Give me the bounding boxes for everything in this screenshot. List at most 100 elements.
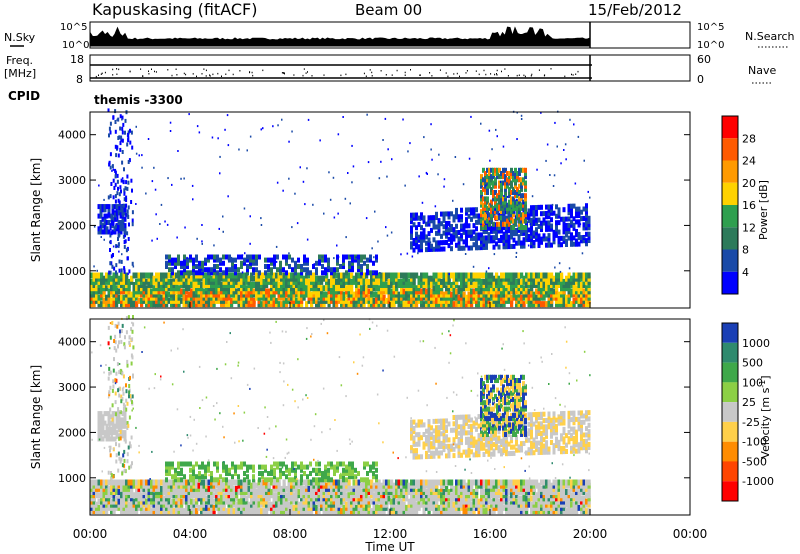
heatmap-cell	[537, 204, 541, 210]
heatmap-cell	[575, 291, 579, 298]
heatmap-cell	[107, 498, 111, 505]
heatmap-cell	[337, 482, 341, 489]
heatmap-cell	[97, 508, 101, 515]
nave-dot	[212, 73, 214, 76]
heatmap-cell	[272, 288, 276, 295]
heatmap-cell	[287, 288, 291, 295]
heatmap-cell	[417, 215, 421, 221]
heatmap-cell	[467, 489, 471, 495]
heatmap-cell	[155, 504, 159, 511]
heatmap-cell	[147, 482, 151, 489]
heatmap-cell	[262, 282, 266, 288]
heatmap-cell	[290, 294, 294, 301]
heatmap-cell	[387, 485, 391, 492]
heatmap-cell	[370, 272, 374, 279]
heatmap-cell	[119, 141, 122, 146]
heatmap-cell	[484, 190, 487, 195]
heatmap-cell	[240, 492, 244, 499]
heatmap-cell	[200, 501, 204, 508]
heatmap-cell	[540, 204, 543, 210]
heatmap-cell	[250, 501, 254, 508]
heatmap-cell	[250, 301, 254, 308]
heatmap-cell	[517, 301, 521, 308]
heatmap-cell	[245, 498, 249, 505]
heatmap-cell	[147, 498, 151, 505]
heatmap-cell	[447, 508, 451, 515]
heatmap-cell	[281, 118, 283, 121]
heatmap-cell	[114, 212, 117, 217]
heatmap-cell	[447, 230, 451, 236]
heatmap-cell	[260, 294, 264, 301]
heatmap-cell	[292, 294, 296, 301]
heatmap-cell	[207, 257, 210, 263]
heatmap-cell	[385, 226, 387, 229]
heatmap-cell	[470, 229, 473, 235]
heatmap-cell	[220, 291, 224, 298]
heatmap-cell	[147, 291, 151, 298]
heatmap-cell	[427, 282, 431, 288]
heatmap-cell	[322, 294, 326, 301]
heatmap-cell	[192, 260, 195, 266]
heatmap-cell	[549, 174, 551, 176]
heatmap-cell	[165, 260, 168, 266]
heatmap-cell	[100, 485, 104, 492]
heatmap-cell	[195, 294, 199, 301]
heatmap-cell	[295, 485, 299, 492]
heatmap-cell	[490, 235, 493, 241]
heatmap-cell	[527, 294, 531, 301]
heatmap-cell	[142, 495, 146, 502]
heatmap-cell	[380, 278, 384, 285]
heatmap-cell	[562, 282, 566, 288]
heatmap-cell	[518, 215, 521, 221]
colorbar-tick-label: 20	[742, 177, 756, 190]
heatmap-cell	[450, 227, 453, 233]
heatmap-cell	[425, 272, 429, 279]
heatmap-cell	[510, 282, 514, 288]
heatmap-cell	[114, 174, 117, 179]
heatmap-cell	[315, 275, 319, 282]
heatmap-cell	[567, 275, 571, 282]
heatmap-cell	[123, 210, 127, 216]
heatmap-cell	[97, 272, 101, 279]
heatmap-cell	[126, 213, 129, 218]
heatmap-cell	[107, 485, 111, 492]
colorbar-segment	[722, 182, 738, 206]
heatmap-cell	[118, 200, 121, 205]
heatmap-cell	[101, 223, 105, 229]
heatmap-cell	[477, 294, 481, 301]
heatmap-cell	[125, 495, 129, 502]
heatmap-cell	[330, 492, 334, 499]
heatmap-cell	[555, 213, 558, 219]
heatmap-cell	[335, 508, 339, 515]
heatmap-cell	[130, 501, 134, 508]
heatmap-cell	[109, 121, 112, 126]
heatmap-cell	[124, 118, 127, 123]
heatmap-cell	[320, 285, 324, 292]
heatmap-cell	[425, 291, 429, 298]
heatmap-cell	[400, 288, 404, 295]
heatmap-cell	[160, 288, 164, 295]
heatmap-cell	[138, 154, 140, 157]
heatmap-cell	[360, 489, 364, 495]
heatmap-cell	[485, 489, 489, 495]
heatmap-cell	[365, 288, 369, 295]
heatmap-cell	[482, 498, 486, 505]
heatmap-cell	[447, 291, 451, 298]
heatmap-cell	[452, 278, 456, 285]
heatmap-cell	[514, 177, 517, 183]
heatmap-cell	[365, 278, 369, 285]
heatmap-cell	[565, 242, 568, 247]
heatmap-cell	[445, 291, 449, 298]
heatmap-cell	[282, 285, 286, 292]
heatmap-cell	[412, 238, 416, 243]
heatmap-cell	[350, 495, 354, 502]
heatmap-cell	[312, 288, 316, 295]
heatmap-cell	[432, 288, 436, 295]
heatmap-cell	[267, 275, 271, 282]
heatmap-cell	[502, 301, 506, 308]
heatmap-cell	[99, 207, 103, 213]
heatmap-cell	[192, 297, 196, 304]
heatmap-cell	[207, 489, 211, 495]
heatmap-cell	[247, 282, 251, 288]
heatmap-cell	[435, 498, 439, 505]
